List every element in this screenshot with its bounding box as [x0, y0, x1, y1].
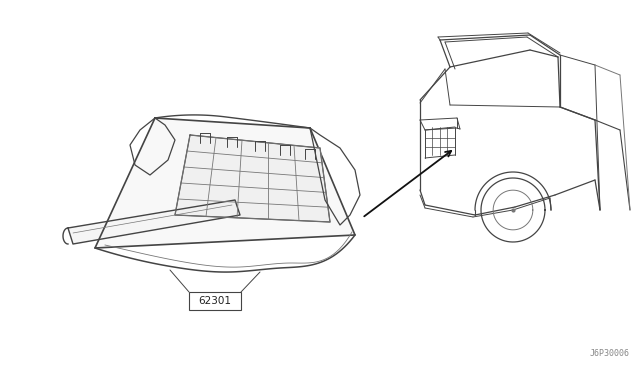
Polygon shape — [95, 118, 355, 248]
Text: 62301: 62301 — [198, 296, 232, 306]
FancyBboxPatch shape — [189, 292, 241, 310]
Polygon shape — [175, 135, 330, 222]
Polygon shape — [68, 200, 240, 244]
Text: J6P30006: J6P30006 — [590, 349, 630, 358]
